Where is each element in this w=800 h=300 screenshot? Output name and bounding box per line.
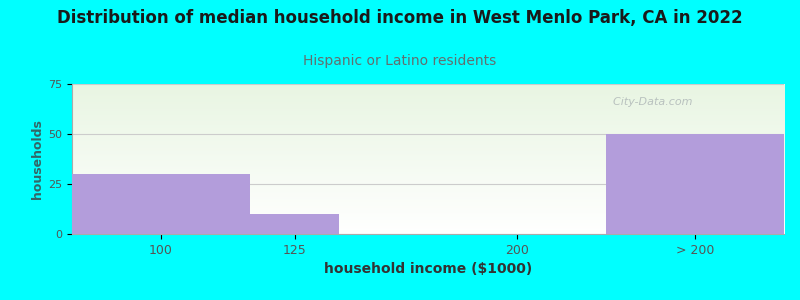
Text: City-Data.com: City-Data.com [606,97,693,107]
Y-axis label: households: households [31,119,44,199]
Bar [606,134,784,234]
X-axis label: household income ($1000): household income ($1000) [324,262,532,276]
Text: Distribution of median household income in West Menlo Park, CA in 2022: Distribution of median household income … [57,9,743,27]
Bar [250,214,339,234]
Text: Hispanic or Latino residents: Hispanic or Latino residents [303,54,497,68]
Bar [72,174,250,234]
